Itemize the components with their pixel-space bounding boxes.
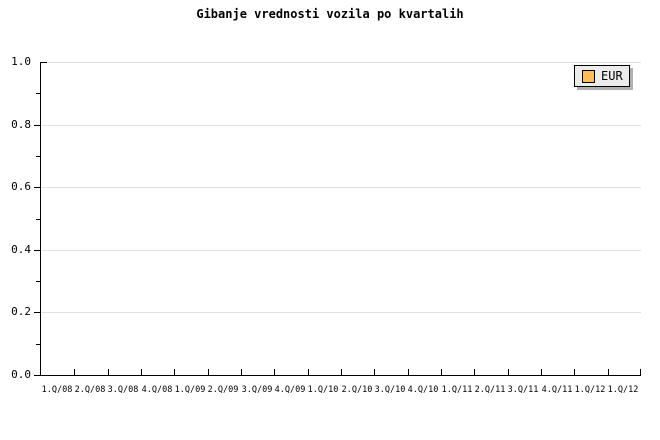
x-boundary-tick	[640, 369, 641, 375]
y-axis: 1.0 0.8 0.6 0.4 0.2 0.0	[0, 56, 32, 387]
x-boundary-tick	[74, 369, 75, 375]
x-boundary-tick	[608, 369, 609, 375]
x-boundary-tick	[574, 369, 575, 375]
x-boundary-tick	[174, 369, 175, 375]
x-axis: 1.Q/08 2.Q/08 3.Q/08 4.Q/08 1.Q/09 2.Q/09 3.Q/…	[40, 385, 640, 397]
y-major-tick	[34, 187, 40, 188]
x-boundary-tick	[274, 369, 275, 375]
y-minor-tick	[36, 219, 40, 220]
x-axis-label: 4.Q/10	[407, 385, 439, 395]
x-axis-label: 1.Q/10	[307, 385, 339, 395]
x-boundary-tick	[208, 369, 209, 375]
x-boundary-tick	[474, 369, 475, 375]
gridline	[41, 187, 641, 188]
y-major-tick	[34, 250, 40, 251]
y-major-tick	[34, 375, 40, 376]
x-axis-label: 1.Q/12	[574, 385, 606, 395]
x-axis-label: 1.Q/08	[41, 385, 73, 395]
y-major-tick	[34, 312, 40, 313]
y-axis-label: 0.4	[11, 243, 31, 256]
x-boundary-tick	[341, 369, 342, 375]
x-axis-label: 2.Q/11	[474, 385, 506, 395]
gridline	[41, 312, 641, 313]
y-axis-label: 0.2	[11, 305, 31, 318]
x-axis-label: 2.Q/09	[207, 385, 239, 395]
x-axis-label: 1.Q/12	[607, 385, 639, 395]
axis-corner-cap	[41, 62, 47, 63]
chart-title: Gibanje vrednosti vozila po kvartalih	[196, 7, 464, 21]
x-axis-label: 2.Q/08	[74, 385, 106, 395]
y-minor-tick	[36, 156, 40, 157]
x-axis-label: 3.Q/10	[374, 385, 406, 395]
y-minor-tick	[36, 93, 40, 94]
y-axis-label: 1.0	[11, 55, 31, 68]
gridline	[41, 125, 641, 126]
x-boundary-tick	[441, 369, 442, 375]
y-axis-label: 0.0	[11, 368, 31, 381]
plot-area	[34, 62, 641, 376]
x-axis-label: 4.Q/11	[541, 385, 573, 395]
x-axis-label: 1.Q/11	[441, 385, 473, 395]
legend-label: EUR	[601, 68, 623, 83]
x-axis-label: 3.Q/11	[507, 385, 539, 395]
x-axis-label: 3.Q/09	[241, 385, 273, 395]
x-axis-label: 4.Q/09	[274, 385, 306, 395]
x-boundary-tick	[408, 369, 409, 375]
x-boundary-tick	[308, 369, 309, 375]
y-axis-label: 0.6	[11, 180, 31, 193]
legend-swatch-eur	[582, 69, 595, 83]
x-boundary-tick	[541, 369, 542, 375]
x-boundary-tick	[141, 369, 142, 375]
y-axis-label: 0.8	[11, 118, 31, 131]
y-minor-tick	[36, 281, 40, 282]
legend: EUR	[574, 65, 630, 87]
y-major-tick	[34, 125, 40, 126]
x-boundary-tick	[508, 369, 509, 375]
gridline	[41, 250, 641, 251]
top-gridline	[41, 62, 641, 63]
x-boundary-tick	[108, 369, 109, 375]
x-boundary-tick	[241, 369, 242, 375]
x-axis-label: 3.Q/08	[107, 385, 139, 395]
y-minor-tick	[36, 344, 40, 345]
x-axis-label: 2.Q/10	[341, 385, 373, 395]
x-axis-label: 1.Q/09	[174, 385, 206, 395]
x-boundary-tick	[374, 369, 375, 375]
x-axis-label: 4.Q/08	[141, 385, 173, 395]
